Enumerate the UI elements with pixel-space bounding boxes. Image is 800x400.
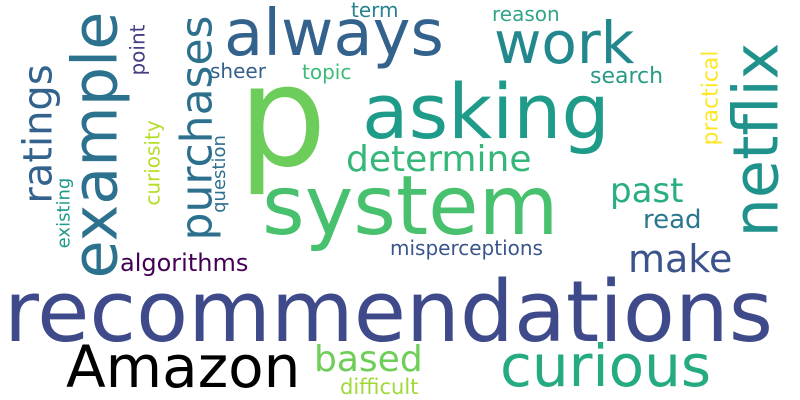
word-existing: existing — [52, 177, 74, 249]
word-read: read — [643, 205, 702, 235]
word-past: past — [610, 171, 684, 211]
word-sheer: sheer — [210, 59, 266, 83]
word-always: always — [224, 0, 444, 71]
word-based: based — [314, 339, 423, 380]
word-curious: curious — [500, 332, 712, 400]
word-difficult: difficult — [340, 375, 419, 399]
word-search: search — [590, 64, 664, 89]
word-misperceptions: misperceptions — [390, 236, 543, 260]
word-determine: determine — [346, 139, 532, 180]
word-make: make — [628, 237, 733, 281]
word-recommendations: recommendations — [4, 263, 774, 362]
word-work: work — [494, 9, 635, 77]
word-asking: asking — [362, 67, 610, 156]
word-p: p — [238, 36, 327, 199]
word-netflix: netflix — [718, 42, 792, 238]
word-curiosity: curiosity — [140, 120, 165, 206]
word-topic: topic — [302, 60, 352, 84]
word-point: point — [125, 24, 150, 76]
word-algorithms: algorithms — [120, 249, 249, 277]
word-term: term — [351, 0, 399, 22]
word-question: question — [208, 135, 230, 213]
word-amazon: Amazon — [66, 333, 301, 400]
word-reason: reason — [492, 2, 560, 26]
word-ratings: ratings — [15, 64, 62, 204]
word-system: system — [262, 159, 559, 254]
word-practical: practical — [698, 50, 724, 146]
